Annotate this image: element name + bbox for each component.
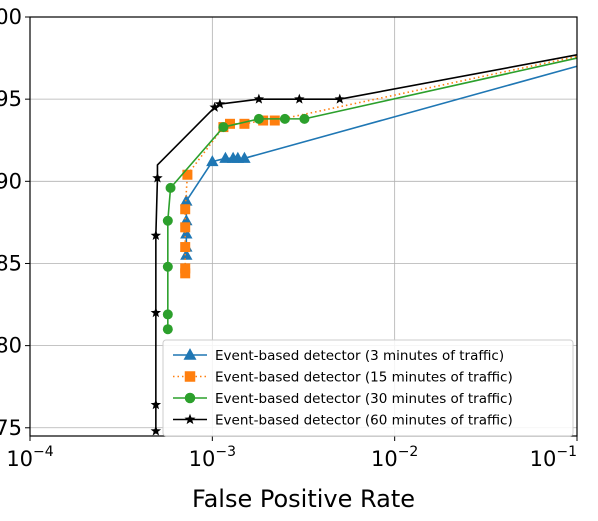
circle-marker [184, 392, 196, 404]
circle-marker [162, 261, 173, 272]
y-tick-label: 0.95 [0, 87, 22, 111]
legend-entry: Event-based detector (3 minutes of traff… [173, 348, 504, 364]
series-4 [150, 54, 578, 436]
square-marker [239, 118, 250, 129]
circle-marker [218, 122, 229, 133]
series-2 [180, 55, 578, 279]
star-marker [184, 413, 196, 425]
circle-marker [279, 113, 290, 124]
legend-box [162, 339, 574, 437]
legend-label: Event-based detector (60 minutes of traf… [215, 413, 513, 429]
star-marker [150, 307, 162, 318]
square-marker [180, 242, 191, 253]
star-marker [150, 230, 162, 240]
square-marker [269, 115, 280, 126]
y-tick-label: 0.75 [0, 416, 22, 440]
axis-ticks: 0.75 0.80 0.85 0.90 0.95 1.00 10−4 10−3 10−2 10−1 [0, 5, 578, 471]
triangle-marker [206, 155, 219, 167]
square-marker [180, 263, 191, 274]
series-line [167, 57, 578, 330]
triangle-marker [180, 248, 193, 260]
y-tick-label: 0.80 [0, 334, 22, 358]
circle-marker [162, 309, 173, 320]
series-line [155, 54, 578, 432]
x-tick-label: 10−4 [6, 444, 53, 471]
circle-marker [165, 182, 176, 193]
triangle-marker [183, 348, 197, 360]
star-marker [253, 93, 265, 104]
square-marker [180, 222, 191, 233]
star-marker [334, 93, 346, 104]
legend-entry: Event-based detector (30 minutes of traf… [173, 391, 513, 407]
series-1 [180, 65, 578, 260]
x-axis-label: False Positive Rate [192, 485, 415, 513]
circle-marker [253, 113, 264, 124]
series-3 [162, 57, 578, 335]
x-tick-label: 10−3 [189, 444, 236, 471]
x-tick-label: 10−2 [371, 444, 418, 471]
legend: Event-based detector (3 minutes of traff… [162, 339, 574, 437]
square-marker [182, 169, 193, 180]
y-tick-label: 0.85 [0, 251, 22, 275]
legend-label: Event-based detector (3 minutes of traff… [215, 348, 504, 364]
legend-entry: Event-based detector (15 minutes of traf… [173, 370, 513, 386]
star-marker [294, 93, 305, 104]
series-line [184, 55, 578, 274]
x-tick-label: 10−1 [530, 444, 577, 471]
circle-marker [162, 324, 173, 335]
star-marker [214, 98, 226, 109]
legend-label: Event-based detector (15 minutes of traf… [215, 370, 513, 386]
legend-entry: Event-based detector (60 minutes of traf… [173, 413, 513, 429]
triangle-marker [238, 151, 251, 163]
circle-marker [162, 215, 173, 226]
star-marker [150, 399, 162, 410]
star-marker [209, 101, 220, 112]
star-marker [150, 425, 162, 436]
y-tick-label: 0.90 [0, 169, 22, 193]
square-marker [184, 371, 196, 382]
y-tick-label: 1.00 [0, 5, 22, 29]
square-marker [225, 118, 236, 129]
square-marker [180, 204, 191, 215]
circle-marker [299, 113, 310, 124]
star-marker [152, 172, 163, 183]
plot-series [150, 54, 578, 436]
triangle-marker [180, 227, 193, 239]
legend-label: Event-based detector (30 minutes of traf… [215, 391, 513, 407]
